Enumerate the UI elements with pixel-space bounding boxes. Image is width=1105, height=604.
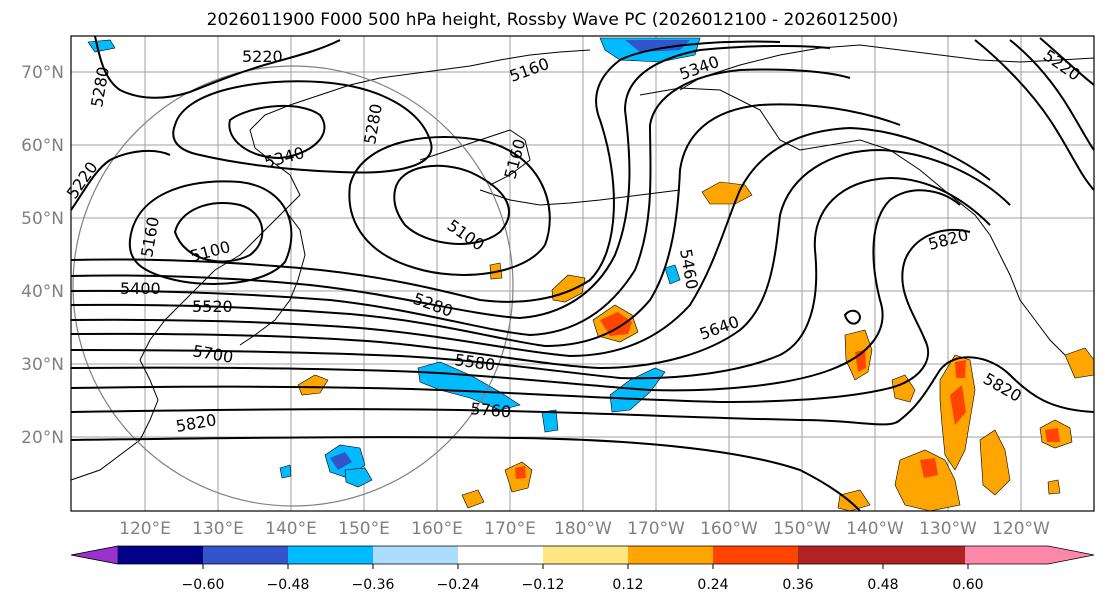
- colorbar-segment: [458, 546, 543, 564]
- colorbar: −0.60 −0.48 −0.36 −0.24 −0.12 0.12 0.24 …: [70, 545, 1095, 593]
- lon-label: 120°E: [119, 519, 171, 539]
- contour-label: 5220: [242, 47, 283, 66]
- lat-label: 40°N: [21, 282, 64, 302]
- lon-label: 140°E: [265, 519, 317, 539]
- lat-label: 20°N: [21, 428, 64, 448]
- lon-label: 160°E: [411, 519, 463, 539]
- lon-label: 170°E: [484, 519, 536, 539]
- graticule: [71, 36, 1094, 511]
- colorbar-tick-label: −0.60: [182, 577, 225, 593]
- lon-label: 130°E: [192, 519, 244, 539]
- colorbar-segment: [713, 546, 798, 564]
- strong-negative-anomaly: [330, 40, 690, 470]
- colorbar-ticks: [202, 564, 969, 569]
- reference-circle: [72, 65, 514, 507]
- colorbar-tick-label: 0.48: [867, 577, 898, 593]
- map-frame: [70, 35, 1095, 512]
- contour-label: 5760: [470, 399, 512, 421]
- colorbar-segment: [883, 546, 965, 564]
- colorbar-tick-label: 0.24: [697, 577, 728, 593]
- lat-label: 60°N: [21, 136, 64, 156]
- lat-label: 50°N: [21, 209, 64, 229]
- colorbar-tick-label: 0.36: [782, 577, 813, 593]
- colorbar-tick-label: 0.12: [612, 577, 643, 593]
- strong-positive-anomaly: [515, 312, 1060, 479]
- lat-label: 30°N: [21, 355, 64, 375]
- colorbar-segment: [373, 546, 458, 564]
- lon-label: 140°W: [846, 519, 904, 539]
- colorbar-segment: [798, 546, 883, 564]
- longitude-axis: 120°E 130°E 140°E 150°E 160°E 170°E 180°…: [119, 519, 1050, 539]
- colorbar-segment: [203, 546, 288, 564]
- colorbar-tick-label: −0.12: [522, 577, 565, 593]
- colorbar-tick-label: −0.48: [267, 577, 310, 593]
- colorbar-tick-label: −0.36: [352, 577, 395, 593]
- lon-label: 130°W: [919, 519, 977, 539]
- lon-label: 120°W: [992, 519, 1050, 539]
- contour-label: 5400: [120, 279, 161, 298]
- colorbar-tick-label: 0.60: [952, 577, 983, 593]
- colorbar-segment: [543, 546, 628, 564]
- lon-label: 150°E: [338, 519, 390, 539]
- colorbar-segment: [118, 546, 203, 564]
- colorbar-segment: [628, 546, 713, 564]
- lon-label: 180°W: [554, 519, 612, 539]
- lon-label: 160°W: [700, 519, 758, 539]
- colorbar-outline: [70, 545, 1095, 565]
- lon-label: 170°W: [627, 519, 685, 539]
- colorbar-segment: [288, 546, 373, 564]
- height-contours: [70, 35, 1095, 512]
- colorbar-tick-labels: −0.60 −0.48 −0.36 −0.24 −0.12 0.12 0.24 …: [182, 577, 984, 593]
- colorbar-extend-low: [70, 545, 119, 565]
- contour-label: 5520: [192, 297, 233, 316]
- latitude-axis: 70°N 60°N 50°N 40°N 30°N 20°N: [21, 63, 64, 448]
- coastlines: [70, 44, 1095, 481]
- map-title: 2026011900 F000 500 hPa height, Rossby W…: [206, 10, 899, 30]
- lat-label: 70°N: [21, 63, 64, 83]
- lon-label: 150°W: [773, 519, 831, 539]
- colorbar-tick-label: −0.24: [437, 577, 480, 593]
